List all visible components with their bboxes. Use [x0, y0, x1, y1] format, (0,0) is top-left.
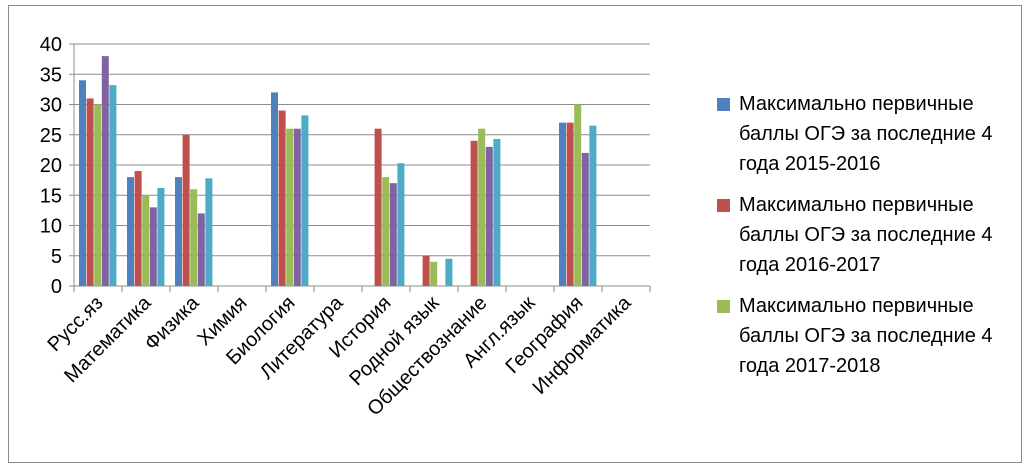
- legend-label-line: баллы ОГЭ за последние 4: [739, 123, 993, 145]
- bar: [142, 195, 150, 286]
- y-tick-label: 25: [40, 125, 62, 147]
- legend-label-line: баллы ОГЭ за последние 4: [739, 325, 993, 347]
- bar-chart: 0510152025303540Русс.язМатематикаФизикаХ…: [40, 34, 651, 420]
- y-tick-label: 15: [40, 185, 62, 207]
- bar: [134, 171, 142, 286]
- bar: [430, 261, 438, 286]
- bar: [389, 183, 397, 286]
- bar: [94, 104, 102, 286]
- bar: [197, 213, 205, 286]
- legend-item-2016-2017: Максимально первичные баллы ОГЭ за после…: [717, 190, 1017, 280]
- bar: [445, 258, 453, 286]
- bar: [205, 178, 213, 286]
- bar: [470, 140, 478, 286]
- chart-area: 0 5 10 15 20 25 30 35 40 Русс.яз Математика Физика Х…: [8, 5, 1022, 463]
- y-tick-label: 40: [40, 34, 62, 56]
- legend-label-line: Максимально первичные: [739, 295, 974, 317]
- legend: Максимально первичные баллы ОГЭ за после…: [717, 89, 1017, 392]
- bar: [382, 177, 390, 286]
- legend-label-line: года 2016-2017: [739, 254, 881, 276]
- legend-label-line: Максимально первичные: [739, 194, 974, 216]
- legend-item-2015-2016: Максимально первичные баллы ОГЭ за после…: [717, 89, 1017, 179]
- bar: [175, 177, 182, 286]
- legend-swatch: [717, 98, 730, 111]
- legend-label-line: года 2017-2018: [739, 355, 881, 377]
- bar: [478, 128, 486, 286]
- legend-label-line: баллы ОГЭ за последние 4: [739, 224, 993, 246]
- y-tick-label: 35: [40, 64, 62, 86]
- bar: [574, 104, 582, 286]
- bar: [374, 128, 382, 286]
- bar: [422, 255, 430, 286]
- bar: [109, 85, 117, 286]
- bar: [589, 125, 597, 286]
- bar: [566, 122, 574, 287]
- bar: [559, 122, 566, 287]
- y-tick-label: 5: [51, 246, 62, 268]
- bar: [493, 138, 501, 286]
- bar: [190, 189, 198, 286]
- bar: [182, 134, 190, 286]
- bar: [127, 177, 134, 286]
- legend-label-line: года 2015-2016: [739, 153, 881, 175]
- legend-swatch: [717, 300, 730, 313]
- y-tick-label: 30: [40, 95, 62, 117]
- legend-item-2017-2018: Максимально первичные баллы ОГЭ за после…: [717, 291, 1017, 381]
- bar: [293, 128, 301, 286]
- category-label: Физика: [141, 291, 205, 355]
- legend-swatch: [717, 199, 730, 212]
- y-tick-label: 20: [40, 155, 62, 177]
- y-tick-label: 0: [51, 276, 62, 298]
- bar: [79, 80, 86, 286]
- bar: [86, 98, 94, 286]
- bar: [101, 56, 109, 286]
- y-tick-label: 10: [40, 216, 62, 238]
- bar: [149, 207, 157, 286]
- bar: [397, 163, 405, 286]
- bar: [157, 187, 165, 286]
- bar: [301, 115, 309, 286]
- legend-label-line: Максимально первичные: [739, 93, 974, 115]
- bar: [485, 146, 493, 286]
- bar: [581, 152, 589, 286]
- bar: [278, 110, 286, 286]
- bar: [271, 92, 278, 287]
- bar: [286, 128, 294, 286]
